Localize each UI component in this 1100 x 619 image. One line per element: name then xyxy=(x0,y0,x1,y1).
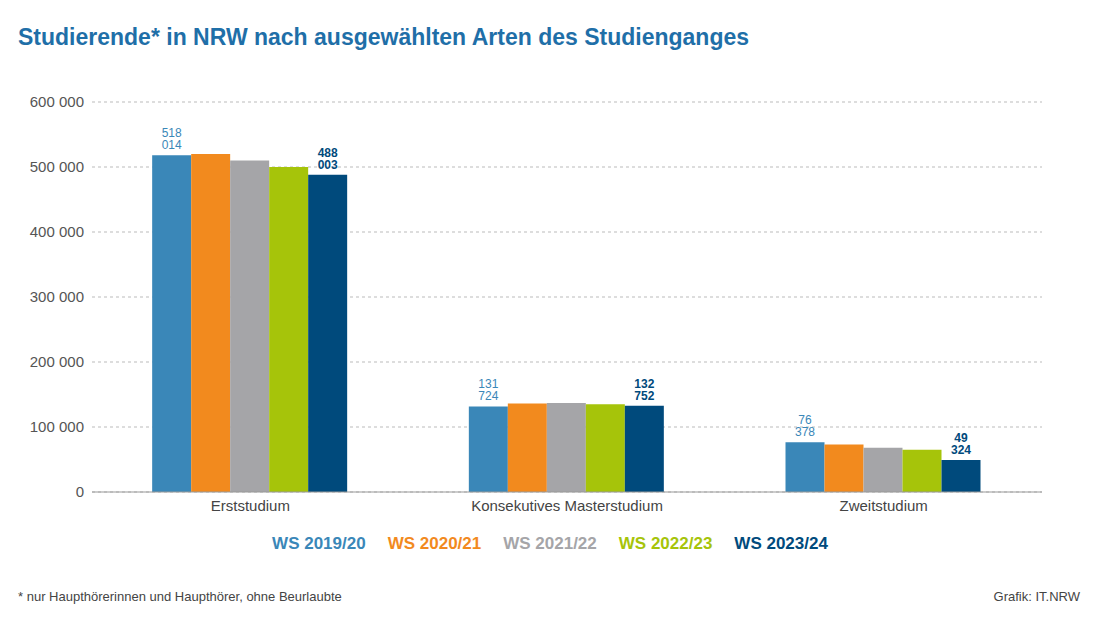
svg-text:Konsekutives Masterstudium: Konsekutives Masterstudium xyxy=(471,497,663,514)
svg-text:400 000: 400 000 xyxy=(30,223,84,240)
svg-text:200 000: 200 000 xyxy=(30,353,84,370)
svg-text:131724: 131724 xyxy=(478,377,498,403)
html-text:WS 2023/24: WS 2023/24 xyxy=(734,534,828,553)
svg-text:76378: 76378 xyxy=(795,413,815,439)
svg-text:Zweitstudium: Zweitstudium xyxy=(839,497,927,514)
svg-text:600 000: 600 000 xyxy=(30,93,84,110)
html-text:WS 2022/23: WS 2022/23 xyxy=(618,534,713,553)
svg-text:Erststudium: Erststudium xyxy=(211,497,290,514)
svg-text:518014: 518014 xyxy=(162,126,182,152)
svg-text:500 000: 500 000 xyxy=(30,158,84,175)
html-text:WS 2019/20: WS 2019/20 xyxy=(272,534,366,553)
svg-text:300 000: 300 000 xyxy=(30,288,84,305)
html-text:WS 2020/21: WS 2020/21 xyxy=(387,534,482,553)
svg-text:132752: 132752 xyxy=(634,377,654,403)
html-text:WS 2021/22: WS 2021/22 xyxy=(503,534,597,553)
svg-text:100 000: 100 000 xyxy=(30,418,84,435)
svg-text:49324: 49324 xyxy=(951,431,971,457)
svg-text:488003: 488003 xyxy=(318,146,338,172)
html-text:Grafik: IT.NRW: Grafik: IT.NRW xyxy=(993,589,1080,604)
svg-text:0: 0 xyxy=(76,483,84,500)
html-text:Studierende* in NRW nach ausge: Studierende* in NRW nach ausgewählten Ar… xyxy=(18,24,749,50)
html-text:* nur Haupthörerinnen und Haup: * nur Haupthörerinnen und Haupthörer, oh… xyxy=(18,589,342,604)
